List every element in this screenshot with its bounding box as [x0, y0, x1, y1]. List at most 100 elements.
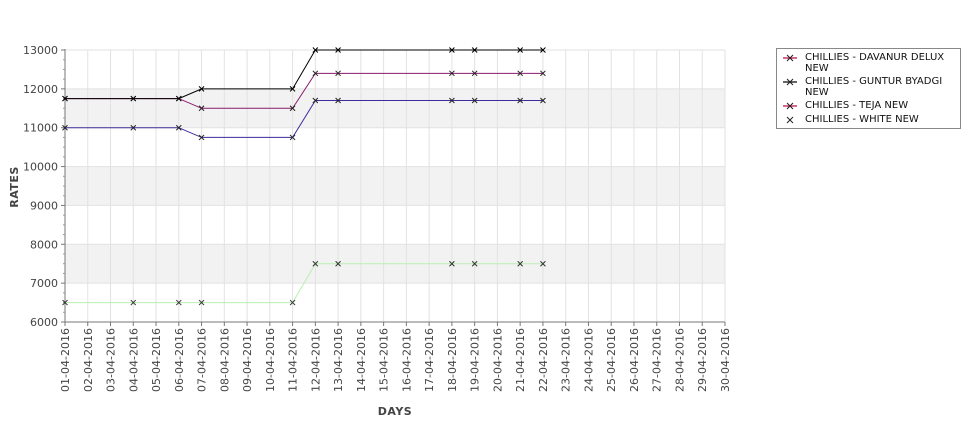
data-point [335, 260, 341, 267]
plot-band [65, 166, 725, 206]
data-point [449, 97, 455, 104]
data-point [175, 299, 182, 306]
data-point [62, 95, 68, 102]
data-point [449, 70, 455, 77]
data-point [517, 97, 524, 104]
x-tick-label: 09-04-2016 [241, 328, 254, 392]
data-point [335, 97, 341, 104]
data-point [312, 97, 319, 104]
data-point [198, 299, 205, 306]
series-markers [62, 47, 546, 306]
data-point [312, 260, 319, 267]
legend-item: CHILLIES - TEJA NEW [777, 99, 960, 113]
legend-marker-icon [783, 78, 797, 86]
data-point [471, 70, 478, 77]
x-tick-label: 25-04-2016 [605, 328, 618, 392]
x-tick-label: 21-04-2016 [514, 328, 527, 392]
data-point [540, 47, 546, 53]
x-tick-label: 29-04-2016 [696, 328, 709, 392]
x-tick-label: 05-04-2016 [150, 328, 163, 392]
y-axis-label: RATES [8, 166, 21, 208]
legend-marker-icon [783, 54, 797, 62]
data-point [175, 95, 182, 102]
y-tick-labels: 6000 7000 8000 9000 10000 11000 12000 13000 [23, 44, 58, 329]
x-tick-label: 08-04-2016 [218, 328, 231, 392]
x-tick-label: 12-04-2016 [309, 328, 322, 392]
data-point [62, 299, 68, 306]
x-tick-label: 23-04-2016 [560, 328, 573, 392]
data-point [335, 70, 341, 77]
x-tick-labels: 01-04-2016 02-04-2016 03-04-2016 04-04-2016… [59, 328, 732, 392]
x-tick-label: 06-04-2016 [173, 328, 186, 392]
x-tick-label: 15-04-2016 [378, 328, 391, 392]
x-tick-label: 18-04-2016 [446, 328, 459, 392]
data-point [471, 260, 478, 267]
data-point [289, 105, 296, 112]
y-tick-label: 11000 [23, 122, 58, 135]
legend: CHILLIES - DAVANUR DELUX NEW CHILLIES - G… [776, 48, 961, 129]
legend-label: CHILLIES - TEJA NEW [805, 100, 909, 111]
y-tick-label: 10000 [23, 161, 58, 174]
x-tick-label: 14-04-2016 [355, 328, 368, 392]
x-tick-label: 28-04-2016 [673, 328, 686, 392]
data-point [289, 134, 296, 141]
y-tick-label: 7000 [30, 277, 58, 290]
x-tick-label: 26-04-2016 [628, 328, 641, 392]
legend-label: CHILLIES - DAVANUR DELUX NEW [805, 52, 945, 74]
x-tick-label: 22-04-2016 [537, 328, 550, 392]
x-tick-label: 07-04-2016 [196, 328, 209, 392]
y-tick-label: 13000 [23, 44, 58, 57]
x-tick-label: 10-04-2016 [264, 328, 277, 392]
plot-band [65, 88, 725, 128]
legend-item: CHILLIES - DAVANUR DELUX NEW [777, 51, 960, 75]
x-tick-label: 01-04-2016 [59, 328, 72, 392]
data-point [130, 124, 137, 131]
data-point [130, 95, 137, 102]
data-point [175, 124, 182, 131]
x-tick-label: 04-04-2016 [127, 328, 140, 392]
data-point [198, 86, 205, 92]
x-tick-label: 16-04-2016 [400, 328, 413, 392]
y-tick-label: 8000 [30, 238, 58, 251]
data-point [62, 124, 68, 131]
legend-label: CHILLIES - WHITE NEW [805, 114, 919, 125]
data-point [198, 105, 205, 112]
data-point [540, 97, 546, 104]
data-point [289, 299, 296, 306]
x-tick-label: 27-04-2016 [651, 328, 664, 392]
x-tick-label: 13-04-2016 [332, 328, 345, 392]
x-tick-label: 19-04-2016 [469, 328, 482, 392]
legend-marker-icon [786, 116, 794, 124]
plot-band [65, 127, 725, 167]
data-point [540, 70, 546, 77]
legend-label: CHILLIES - GUNTUR BYADGI NEW [805, 76, 943, 98]
data-point [471, 97, 478, 104]
data-point [517, 70, 524, 77]
x-tick-label: 11-04-2016 [287, 328, 300, 392]
legend-item: CHILLIES - GUNTUR BYADGI NEW [777, 75, 960, 99]
x-tick-label: 03-04-2016 [105, 328, 118, 392]
legend-marker-icon [783, 102, 797, 110]
legend-item: CHILLIES - WHITE NEW [777, 113, 960, 127]
data-point [198, 134, 205, 141]
data-point [517, 47, 524, 53]
plot-band [65, 50, 725, 89]
y-tick-label: 6000 [30, 316, 58, 329]
data-point [289, 86, 296, 92]
x-tick-label: 17-04-2016 [423, 328, 436, 392]
plot-bands [65, 50, 725, 322]
y-tick-label: 9000 [30, 199, 58, 212]
x-tick-label: 30-04-2016 [719, 328, 732, 392]
x-tick-label: 24-04-2016 [582, 328, 595, 392]
data-point [449, 47, 455, 53]
axes [61, 49, 726, 326]
x-axis-label: DAYS [378, 405, 412, 418]
y-tick-label: 12000 [23, 83, 58, 96]
data-point [449, 260, 455, 267]
data-point [540, 260, 546, 267]
data-point [312, 47, 319, 53]
data-point [312, 70, 319, 77]
data-point [471, 47, 478, 53]
x-tick-label: 20-04-2016 [491, 328, 504, 392]
